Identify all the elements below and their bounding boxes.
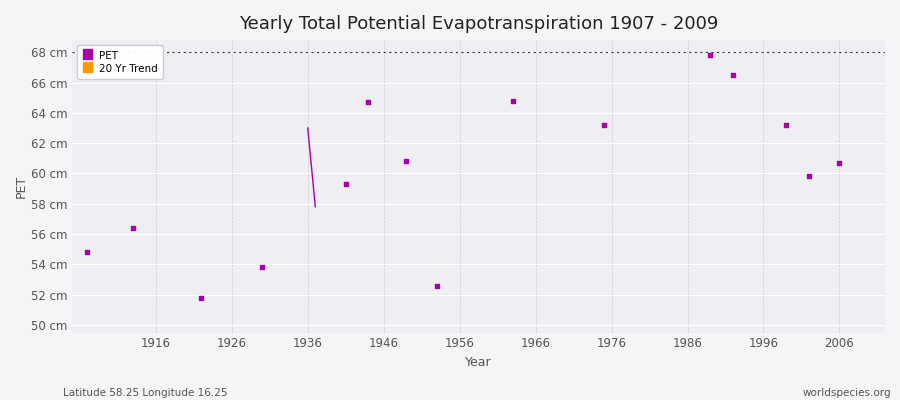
Point <box>194 294 209 301</box>
Point <box>361 99 375 106</box>
Point <box>400 158 414 164</box>
Point <box>802 173 816 180</box>
Point <box>255 264 269 271</box>
Title: Yearly Total Potential Evapotranspiration 1907 - 2009: Yearly Total Potential Evapotranspiratio… <box>238 15 718 33</box>
Point <box>506 98 520 104</box>
Legend: PET, 20 Yr Trend: PET, 20 Yr Trend <box>77 45 163 79</box>
Point <box>779 122 794 128</box>
Y-axis label: PET: PET <box>15 175 28 198</box>
Point <box>726 72 741 78</box>
X-axis label: Year: Year <box>465 356 492 369</box>
Point <box>703 52 717 58</box>
Point <box>80 249 94 256</box>
Text: Latitude 58.25 Longitude 16.25: Latitude 58.25 Longitude 16.25 <box>63 388 228 398</box>
Text: worldspecies.org: worldspecies.org <box>803 388 891 398</box>
Point <box>832 160 847 166</box>
Point <box>126 225 140 231</box>
Point <box>338 181 353 187</box>
Point <box>597 122 611 128</box>
Point <box>429 282 444 289</box>
